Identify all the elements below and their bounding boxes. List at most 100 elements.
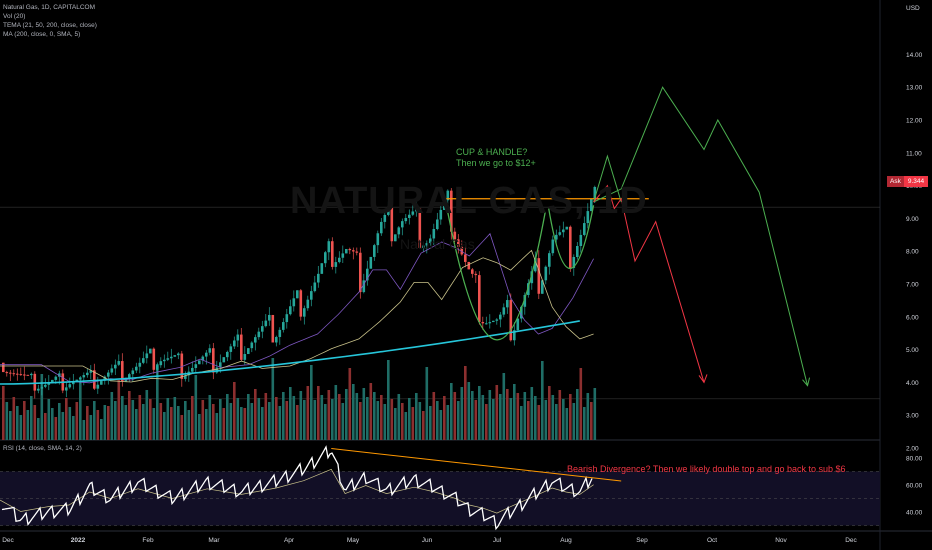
candle-body (54, 376, 58, 380)
cup-curve (444, 198, 546, 341)
candle-body (513, 330, 516, 341)
candle-body (58, 373, 61, 377)
candle-body (37, 388, 40, 391)
candle-body (166, 358, 170, 360)
candle-body (198, 360, 201, 365)
volume-bar (131, 400, 135, 440)
volume-bar (152, 408, 156, 440)
volume-bar (163, 412, 166, 440)
candle-body (436, 219, 439, 229)
candle-body (380, 221, 383, 234)
volume-bar (121, 396, 124, 440)
volume-bar (23, 401, 26, 440)
candle-body (376, 233, 380, 246)
candle-body (205, 352, 208, 357)
candle-body (9, 372, 12, 374)
price-tick-label: 2.00 (906, 446, 919, 453)
candle-body (534, 258, 537, 272)
volume-bar (292, 396, 296, 440)
volume-bar (229, 403, 233, 440)
candle-body (506, 300, 509, 308)
candle-body (471, 269, 474, 274)
candle-body (33, 373, 37, 391)
volume-bar (383, 404, 387, 440)
rsi-signal-line (0, 468, 594, 514)
volume-bar (278, 406, 282, 440)
volume-bar (40, 374, 44, 440)
candle-body (194, 364, 198, 368)
volume-bar (247, 394, 250, 440)
volume-bar (170, 407, 173, 440)
volume-bar (432, 392, 436, 440)
candle-body (219, 362, 222, 368)
volume-bar (320, 395, 324, 440)
volume-bar (86, 406, 89, 440)
volume-bar (474, 400, 478, 440)
candle-body (201, 356, 205, 361)
volume-bar (355, 393, 359, 440)
candle-body (520, 306, 523, 319)
candle-body (261, 326, 264, 332)
volume-bar (47, 399, 51, 440)
candle-body (418, 208, 422, 248)
candle-body (282, 322, 285, 330)
candle-body (341, 253, 345, 258)
candle-body (40, 386, 44, 389)
volume-bar (569, 394, 572, 440)
tema-50-line (0, 249, 594, 383)
price-tick-label: 8.00 (906, 249, 919, 256)
rsi-line (1, 445, 593, 531)
candle-body (271, 314, 275, 343)
volume-bar (156, 364, 159, 440)
volume-bar (212, 404, 215, 440)
candle-body (79, 377, 82, 380)
volume-bar (159, 403, 163, 440)
volume-bar (219, 399, 222, 440)
volume-bar (187, 410, 191, 440)
volume-bar (194, 375, 198, 440)
volume-bar (30, 396, 33, 440)
candle-body (373, 245, 376, 257)
candle-body (82, 375, 86, 378)
candle-body (404, 217, 408, 222)
candle-body (352, 250, 355, 252)
candle-body (411, 211, 415, 215)
volume-bar (233, 382, 236, 440)
candle-body (572, 256, 576, 268)
legend-symbol: Natural Gas, 1D, CAPITALCOM (3, 4, 95, 11)
candle-body (355, 251, 359, 253)
volume-bar (579, 368, 583, 440)
candle-body (555, 234, 558, 240)
time-tick-label: Apr (284, 537, 295, 544)
candle-body (152, 348, 156, 370)
volume-bar (544, 400, 548, 440)
candle-body (583, 223, 586, 235)
volume-bar (460, 387, 464, 440)
volume-bar (317, 386, 320, 440)
candle-body (240, 334, 243, 360)
volume-bar (348, 368, 352, 440)
candle-body (215, 367, 219, 373)
volume-bar (51, 408, 54, 440)
volume-bar (338, 394, 341, 440)
candle-body (313, 282, 317, 292)
projection-green (593, 86, 808, 386)
candle-body (107, 372, 110, 377)
volume-bar (296, 405, 299, 440)
time-tick-label: Dec (845, 537, 857, 544)
candle-body (296, 290, 299, 299)
candle-body (268, 314, 271, 321)
volume-bar (100, 419, 103, 440)
candle-body (191, 367, 194, 372)
candle-body (408, 214, 411, 218)
candle-body (135, 366, 138, 371)
candle-body (145, 353, 149, 359)
volume-bar (488, 390, 492, 440)
candle-body (170, 356, 173, 359)
candle-body (544, 266, 548, 281)
candle-body (432, 228, 436, 239)
volume-bar (177, 406, 180, 440)
candle-body (44, 384, 47, 387)
time-tick-label: Oct (707, 537, 717, 544)
